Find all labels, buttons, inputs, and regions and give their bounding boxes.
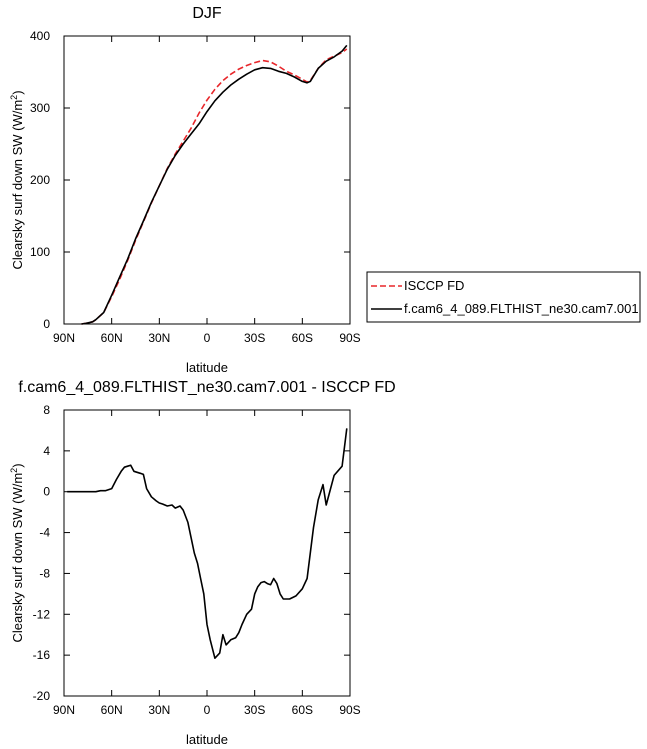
top-y-tick-label: 400 [30,29,50,43]
top-y-axis-label: Clearsky surf down SW (W/m2) [9,90,25,269]
bottom-y-tick-label: -12 [33,607,51,621]
bottom-chart-title: f.cam6_4_089.FLTHIST_ne30.cam7.001 - ISC… [18,379,395,396]
bottom-plot-frame [63,409,351,697]
bottom-x-tick-label: 60S [292,703,313,717]
bottom-x-axis-label: latitude [186,732,228,747]
bottom-y-axis-label-main: Clearsky surf down SW (W/m [10,473,25,643]
top-y-axis-label-end: ) [10,90,25,94]
bottom-x-tick-label: 60N [101,703,123,717]
top-series-line-1 [81,44,348,325]
top-plot-frame [63,35,351,325]
bottom-y-tick-label: 0 [43,485,50,499]
bottom-y-tick-label: -8 [39,566,50,580]
top-x-tick-label: 0 [204,331,211,345]
legend-label-isccp: ISCCP FD [404,278,464,293]
bottom-y-tick-label: -4 [39,526,50,540]
bottom-x-tick-label: 30S [244,703,265,717]
bottom-x-tick-label: 30N [148,703,170,717]
bottom-y-axis-label-sup: 2 [9,468,19,473]
bottom-plot-lines [67,428,348,660]
top-y-axis-label-main: Clearsky surf down SW (W/m [10,100,25,270]
top-y-tick-label: 100 [30,245,50,259]
top-y-tick-label: 200 [30,173,50,187]
top-legend: ISCCP FD f.cam6_4_089.FLTHIST_ne30.cam7.… [366,271,641,323]
top-y-tick-label: 0 [43,317,50,331]
top-panel: DJF 90N 60N 30N 0 30S 60S 90S 0 100 200 300 400 lat… [9,5,641,375]
top-x-tick-label: 60S [292,331,313,345]
top-series-line-0 [81,48,348,325]
bottom-y-tick-label: -20 [33,689,51,703]
bottom-series-line-0 [67,428,348,660]
legend-box [366,271,641,323]
top-x-axis-label: latitude [186,360,228,375]
bottom-x-tick-label: 90S [339,703,360,717]
bottom-y-tick-label: 8 [43,403,50,417]
bottom-y-tick-label: 4 [43,444,50,458]
top-chart-title: DJF [192,5,222,22]
top-y-tick-label: 300 [30,101,50,115]
top-x-tick-label: 90N [53,331,75,345]
bottom-axis-ticks: 90N 60N 30N 0 30S 60S 90S -20 -16 -12 -8 -4 0 4 8 [33,403,361,717]
top-x-tick-label: 30S [244,331,265,345]
top-x-tick-label: 60N [101,331,123,345]
bottom-y-axis-label: Clearsky surf down SW (W/m2) [9,463,25,642]
top-axis-ticks: 90N 60N 30N 0 30S 60S 90S 0 100 200 300 400 [30,29,361,345]
bottom-y-tick-label: -16 [33,648,51,662]
bottom-panel: f.cam6_4_089.FLTHIST_ne30.cam7.001 - ISC… [9,379,396,747]
bottom-x-tick-label: 0 [204,703,211,717]
top-y-axis-label-sup: 2 [9,95,19,100]
top-x-tick-label: 90S [339,331,360,345]
legend-label-model: f.cam6_4_089.FLTHIST_ne30.cam7.001 [404,301,639,316]
top-x-tick-label: 30N [148,331,170,345]
bottom-x-tick-label: 90N [53,703,75,717]
top-plot-lines [81,44,348,325]
bottom-y-axis-label-end: ) [10,463,25,467]
